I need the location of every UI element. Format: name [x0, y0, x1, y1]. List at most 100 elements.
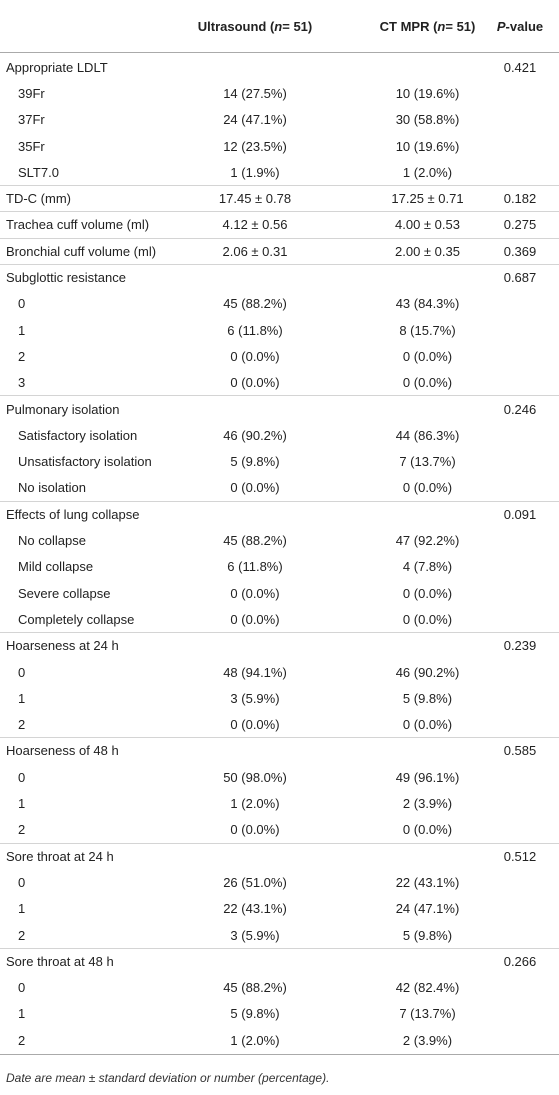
- item-row: 0 45 (88.2%) 43 (84.3%): [0, 291, 559, 317]
- row-separator: [0, 500, 559, 502]
- row-label: No collapse: [18, 533, 86, 549]
- row-label: Sore throat at 48 h: [6, 953, 114, 969]
- ultrasound-value: 0 (0.0%): [230, 480, 280, 496]
- item-row: Unsatisfactory isolation 5 (9.8%) 7 (13.7%…: [0, 449, 559, 475]
- item-row: 0 48 (94.1%) 46 (90.2%): [0, 659, 559, 685]
- row-label: No isolation: [18, 480, 86, 496]
- row-label: Appropriate LDLT: [6, 59, 108, 75]
- header-text: = 51): [282, 18, 313, 34]
- ct-value: 44 (86.3%): [395, 427, 460, 443]
- ultrasound-value: 0 (0.0%): [230, 822, 280, 838]
- p-value: 0.246: [503, 401, 537, 417]
- header-cell: P -value: [496, 0, 544, 52]
- item-row: 0 26 (51.0%) 22 (43.1%): [0, 869, 559, 895]
- ultrasound-value: 17.45 ± 0.78: [218, 191, 292, 207]
- row-label: 0: [18, 980, 26, 996]
- ultrasound-value: 0 (0.0%): [230, 611, 280, 627]
- row-separator: [0, 263, 559, 265]
- row-label: SLT7.0: [18, 164, 59, 180]
- item-row: 2 0 (0.0%) 0 (0.0%): [0, 712, 559, 738]
- ct-value: 17.25 ± 0.71: [391, 191, 464, 207]
- ct-value: 0 (0.0%): [402, 717, 453, 733]
- ct-value: 8 (15.7%): [399, 322, 456, 338]
- ct-value: 7 (13.7%): [399, 1006, 456, 1022]
- row-label: Severe collapse: [18, 585, 111, 601]
- ultrasound-value: 1 (2.0%): [230, 1032, 280, 1048]
- row-label: 2: [18, 1032, 26, 1048]
- row-label: TD-C (mm): [6, 191, 71, 207]
- ultrasound-value: 45 (88.2%): [223, 533, 287, 549]
- item-row: Completely collapse 0 (0.0%) 0 (0.0%): [0, 606, 559, 632]
- ultrasound-value: 3 (5.9%): [230, 927, 280, 943]
- row-separator: [0, 842, 559, 844]
- section-row: Subglottic resistance 0.687: [0, 264, 559, 290]
- row-label: 35Fr: [18, 138, 45, 154]
- ultrasound-value: 3 (5.9%): [230, 690, 280, 706]
- row-label: 1: [18, 690, 26, 706]
- section-row: Hoarseness of 48 h 0.585: [0, 738, 559, 764]
- row-label: 2: [18, 822, 26, 838]
- ct-value: 0 (0.0%): [402, 348, 453, 364]
- ct-value: 46 (90.2%): [395, 664, 460, 680]
- footnote: Date are mean ± standard deviation or nu…: [6, 1071, 330, 1085]
- item-row: 1 1 (2.0%) 2 (3.9%): [0, 790, 559, 816]
- row-label: 2: [18, 927, 26, 943]
- ct-value: 24 (47.1%): [395, 901, 460, 917]
- item-row: Satisfactory isolation 46 (90.2%) 44 (86.3…: [0, 422, 559, 448]
- p-value: 0.585: [503, 743, 537, 759]
- ct-value: 10 (19.6%): [395, 85, 460, 101]
- header-text: -value: [505, 18, 544, 34]
- row-separator: [0, 632, 559, 634]
- ultrasound-value: 1 (1.9%): [230, 164, 280, 180]
- ultrasound-value: 0 (0.0%): [230, 348, 280, 364]
- header-text: = 51): [445, 18, 476, 34]
- row-label: 3: [18, 375, 26, 391]
- ct-value: 2 (3.9%): [402, 1032, 453, 1048]
- row-label: 0: [18, 874, 26, 890]
- row-label: Subglottic resistance: [6, 270, 126, 286]
- row-separator: [0, 185, 559, 186]
- ultrasound-value: 12 (23.5%): [223, 138, 287, 154]
- row-label: Effects of lung collapse: [6, 506, 140, 522]
- header-cell: CT MPR (n = 51): [355, 0, 500, 52]
- item-row: SLT7.0 1 (1.9%) 1 (2.0%): [0, 159, 559, 185]
- p-value: 0.275: [503, 217, 537, 233]
- row-label: Unsatisfactory isolation: [18, 454, 152, 470]
- item-row: No collapse 45 (88.2%) 47 (92.2%): [0, 527, 559, 553]
- ultrasound-value: 45 (88.2%): [223, 296, 287, 312]
- ct-value: 7 (13.7%): [399, 454, 456, 470]
- p-value: 0.421: [503, 59, 537, 75]
- ct-value: 30 (58.8%): [395, 112, 460, 128]
- ct-value: 5 (9.8%): [402, 690, 453, 706]
- ct-value: 0 (0.0%): [402, 375, 453, 391]
- section-row: Sore throat at 48 h 0.266: [0, 948, 559, 974]
- item-row: 3 0 (0.0%) 0 (0.0%): [0, 370, 559, 396]
- row-label: Hoarseness at 24 h: [6, 638, 119, 654]
- row-label: 1: [18, 901, 26, 917]
- row-separator: [0, 737, 559, 739]
- ultrasound-value: 45 (88.2%): [223, 980, 287, 996]
- row-label: Mild collapse: [18, 559, 94, 575]
- ct-value: 5 (9.8%): [402, 927, 453, 943]
- ultrasound-value: 22 (43.1%): [223, 901, 287, 917]
- row-label: 37Fr: [18, 112, 45, 128]
- table-bottom-rule: [0, 1054, 559, 1056]
- header-row: Ultrasound (n = 51) CT MPR (n = 51) P -valu…: [0, 0, 559, 53]
- ultrasound-value: 0 (0.0%): [230, 585, 280, 601]
- p-value: 0.239: [503, 638, 537, 654]
- item-row: 1 6 (11.8%) 8 (15.7%): [0, 317, 559, 343]
- section-row: Effects of lung collapse 0.091: [0, 501, 559, 527]
- item-row: 1 5 (9.8%) 7 (13.7%): [0, 1001, 559, 1027]
- ultrasound-value: 5 (9.8%): [230, 1006, 280, 1022]
- ultrasound-value: 48 (94.1%): [223, 664, 287, 680]
- row-label: Pulmonary isolation: [6, 401, 120, 417]
- item-row: No isolation 0 (0.0%) 0 (0.0%): [0, 475, 559, 501]
- row-separator: [0, 211, 559, 213]
- header-text: Ultrasound (: [197, 18, 275, 34]
- row-label: 1: [18, 1006, 26, 1022]
- item-row: 0 50 (98.0%) 49 (96.1%): [0, 764, 559, 790]
- item-row: 2 0 (0.0%) 0 (0.0%): [0, 343, 559, 369]
- row-label: 0: [18, 769, 26, 785]
- row-label: 1: [18, 322, 26, 338]
- p-value: 0.182: [503, 191, 537, 207]
